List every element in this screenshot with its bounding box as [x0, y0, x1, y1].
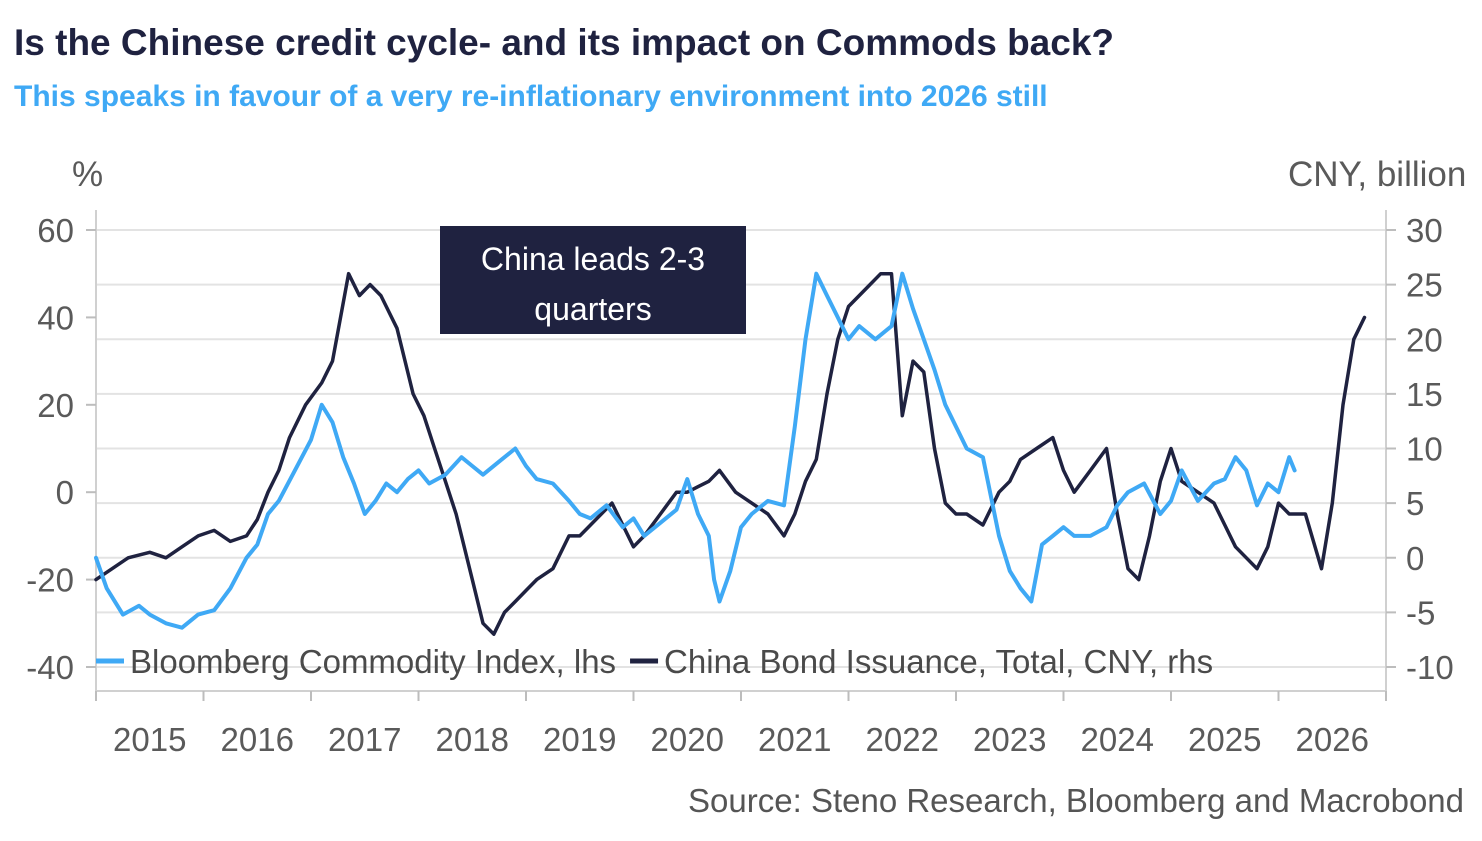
x-tick-label-8: 2023	[973, 721, 1046, 758]
left-tick-label-5: -40	[26, 649, 74, 686]
legend-label-1: China Bond Issuance, Total, CNY, rhs	[664, 643, 1213, 680]
grid-lines	[96, 229, 1386, 668]
right-tick-label-1: 25	[1406, 267, 1443, 304]
annotation-box: China leads 2-3 quarters	[440, 226, 746, 334]
chart-title: Is the Chinese credit cycle- and its imp…	[14, 22, 1115, 63]
right-tick-label-0: 30	[1406, 212, 1443, 249]
right-tick-label-3: 15	[1406, 376, 1443, 413]
x-tick-label-9: 2024	[1081, 721, 1154, 758]
x-tick-label-1: 2016	[221, 721, 294, 758]
right-tick-label-7: -5	[1406, 594, 1435, 631]
x-tick-label-2: 2017	[328, 721, 401, 758]
left-tick-label-0: 60	[37, 212, 74, 249]
source-note: Source: Steno Research, Bloomberg and Ma…	[688, 782, 1464, 819]
right-tick-label-4: 10	[1406, 431, 1443, 468]
x-tick-label-11: 2026	[1296, 721, 1369, 758]
x-tick-label-3: 2018	[436, 721, 509, 758]
left-axis-unit: %	[72, 155, 103, 194]
left-tick-label-2: 20	[37, 387, 74, 424]
x-tick-label-6: 2021	[758, 721, 831, 758]
left-tick-label-3: 0	[56, 474, 74, 511]
x-tick-label-10: 2025	[1188, 721, 1261, 758]
x-tick-label-5: 2020	[651, 721, 724, 758]
right-axis-unit: CNY, billion	[1288, 155, 1466, 194]
left-tick-label-4: -20	[26, 562, 74, 599]
left-tick-label-1: 40	[37, 299, 74, 336]
right-tick-label-8: -10	[1406, 649, 1454, 686]
right-tick-label-6: 0	[1406, 540, 1424, 577]
x-tick-label-0: 2015	[113, 721, 186, 758]
right-tick-label-2: 20	[1406, 321, 1443, 358]
chart-subtitle: This speaks in favour of a very re-infla…	[14, 80, 1048, 113]
right-tick-label-5: 5	[1406, 485, 1424, 522]
x-tick-label-4: 2019	[543, 721, 616, 758]
x-tick-label-7: 2022	[866, 721, 939, 758]
annotation-line-2: quarters	[534, 291, 651, 327]
legend: Bloomberg Commodity Index, lhs China Bond…	[96, 643, 1213, 680]
annotation-line-1: China leads 2-3	[481, 241, 705, 277]
legend-label-0: Bloomberg Commodity Index, lhs	[130, 643, 616, 680]
series-lines	[94, 271, 1367, 636]
series-line-bloomberg-commodity-index	[94, 271, 1297, 630]
